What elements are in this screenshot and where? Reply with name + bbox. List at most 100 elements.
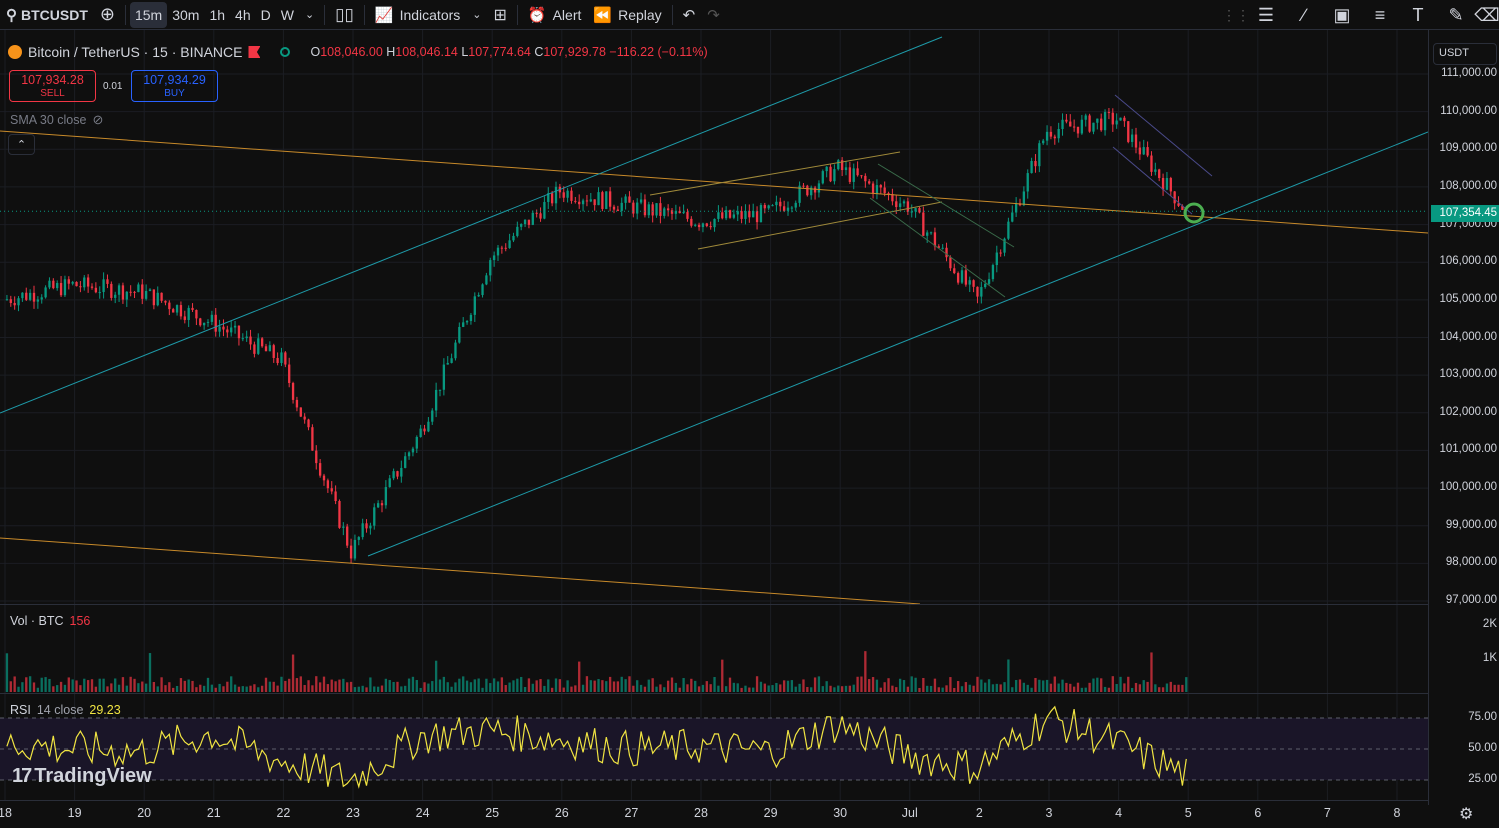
candle-body	[144, 290, 148, 299]
volume-bar	[1061, 679, 1064, 692]
candle-body	[83, 277, 86, 288]
volume-bar	[597, 679, 600, 692]
candle-body	[1123, 117, 1126, 122]
eye-off-icon[interactable]: ⊘	[92, 112, 104, 127]
compare-button[interactable]: ⊕	[94, 2, 121, 28]
fib-icon[interactable]: ≡	[1374, 4, 1386, 25]
candle-body	[953, 268, 956, 274]
candle-body	[868, 181, 871, 184]
volume-bar	[241, 686, 244, 692]
interval-dropdown[interactable]: ⌄	[299, 2, 320, 28]
candle-body	[775, 201, 778, 206]
candle-body	[40, 297, 43, 300]
volume-bar	[110, 683, 113, 692]
volume-bar	[701, 684, 705, 692]
candle-body	[898, 203, 902, 208]
brush-icon[interactable]: ✎	[1448, 4, 1464, 25]
eraser-icon[interactable]: ⌫	[1474, 4, 1499, 25]
candle-body	[102, 279, 105, 293]
flag-icon[interactable]	[248, 46, 261, 58]
chart-type-button[interactable]: ▯▯	[329, 2, 360, 28]
volume-bar	[926, 685, 929, 692]
candle-body	[906, 201, 910, 212]
candle-body	[311, 427, 314, 451]
interval-4h[interactable]: 4h	[235, 6, 251, 23]
volume-bar	[906, 686, 910, 692]
volume-bar	[1165, 683, 1169, 692]
candle-body	[601, 192, 604, 209]
candle-body	[48, 280, 51, 288]
volume-bar	[1049, 683, 1053, 692]
volume-bar	[782, 680, 786, 692]
price-tick-label: 109,000.00	[1439, 142, 1497, 155]
candle-body	[902, 201, 906, 204]
candle-body	[1111, 112, 1114, 125]
candle-body	[330, 488, 333, 492]
menu-icon[interactable]: ☰	[1257, 4, 1275, 25]
indicators-dropdown[interactable]: ⌄	[466, 2, 487, 28]
volume-bar	[1100, 678, 1103, 692]
time-axis[interactable]: 18 19 20 21 22 23 24 25 26 27 28 29 30 Jul 2 3 4 5 6 7 8	[0, 800, 1428, 828]
tradingview-logo[interactable]: 17 TradingView	[12, 765, 152, 788]
chart-canvas[interactable]	[0, 0, 1428, 800]
candle-body	[1042, 140, 1045, 144]
candle-body	[1107, 112, 1111, 114]
rsi-legend[interactable]: RSI 14 close 29.23	[10, 703, 121, 717]
candle-body	[1049, 131, 1053, 137]
crosshair-icon[interactable]: ▣	[1333, 4, 1351, 25]
replay-button[interactable]: ⏪ Replay	[587, 2, 667, 28]
undo-button[interactable]: ↶	[677, 2, 702, 28]
volume-bar	[195, 687, 198, 692]
volume-bar	[272, 681, 275, 692]
sma-indicator-label[interactable]: SMA 30 close ⊘	[10, 112, 103, 128]
volume-bar	[721, 659, 724, 692]
symbol-search[interactable]: ⚲ BTCUSDT	[0, 2, 94, 28]
volume-bar	[984, 682, 987, 692]
redo-button[interactable]: ↷	[701, 2, 726, 28]
volume-bar	[1007, 659, 1010, 692]
volume-legend[interactable]: Vol · BTC 156	[10, 614, 90, 628]
candle-body	[214, 314, 217, 332]
currency-select[interactable]: USDT	[1433, 43, 1497, 65]
candle-body	[636, 202, 639, 214]
interval-30m[interactable]: 30m	[172, 6, 200, 23]
candle-body	[995, 252, 998, 266]
volume-bar	[752, 687, 755, 692]
templates-button[interactable]: ⊞	[488, 2, 513, 28]
candle-body	[438, 389, 442, 391]
volume-bar	[318, 682, 322, 692]
candle-body	[462, 322, 465, 327]
indicators-button[interactable]: 📈 Indicators	[369, 2, 466, 28]
pane-divider[interactable]	[0, 693, 1428, 694]
price-tick-label: 99,000.00	[1445, 518, 1497, 531]
trendline-icon[interactable]: ∕	[1302, 4, 1306, 25]
volume-bar	[1177, 684, 1180, 692]
volume-bar	[585, 676, 589, 692]
candle-body	[752, 211, 755, 218]
text-icon[interactable]: T	[1412, 4, 1424, 25]
volume-bar	[639, 684, 643, 692]
volume-bar	[1169, 681, 1172, 692]
interval-w[interactable]: W	[280, 6, 294, 23]
collapse-legend-button[interactable]: ⌃	[8, 134, 35, 155]
interval-d[interactable]: D	[260, 6, 271, 23]
drag-handle-icon[interactable]: ⋮⋮	[1222, 6, 1250, 23]
candle-body	[454, 342, 457, 359]
time-tick-label: 21	[206, 806, 221, 820]
sell-button[interactable]: 107,934.28 SELL	[9, 70, 96, 102]
volume-bar	[102, 678, 105, 692]
volume-tick-label: 2K	[1482, 618, 1497, 630]
down-channel-upper	[1114, 94, 1213, 177]
price-axis[interactable]: 111,000.00 110,000.00 109,000.00 108,000.00…	[1428, 30, 1499, 805]
interval-1h[interactable]: 1h	[209, 6, 226, 23]
interval-15m[interactable]: 15m	[129, 1, 168, 28]
gear-icon[interactable]: ⚙	[1459, 806, 1474, 823]
pane-divider[interactable]	[0, 604, 1428, 605]
volume-bar	[83, 678, 86, 692]
candle-body	[28, 292, 32, 300]
candle-body	[1177, 203, 1180, 206]
buy-button[interactable]: 107,934.29 BUY	[131, 70, 218, 102]
candle-body	[465, 320, 469, 323]
alert-button[interactable]: ⏰ Alert	[522, 2, 587, 28]
candle-body	[369, 525, 372, 529]
